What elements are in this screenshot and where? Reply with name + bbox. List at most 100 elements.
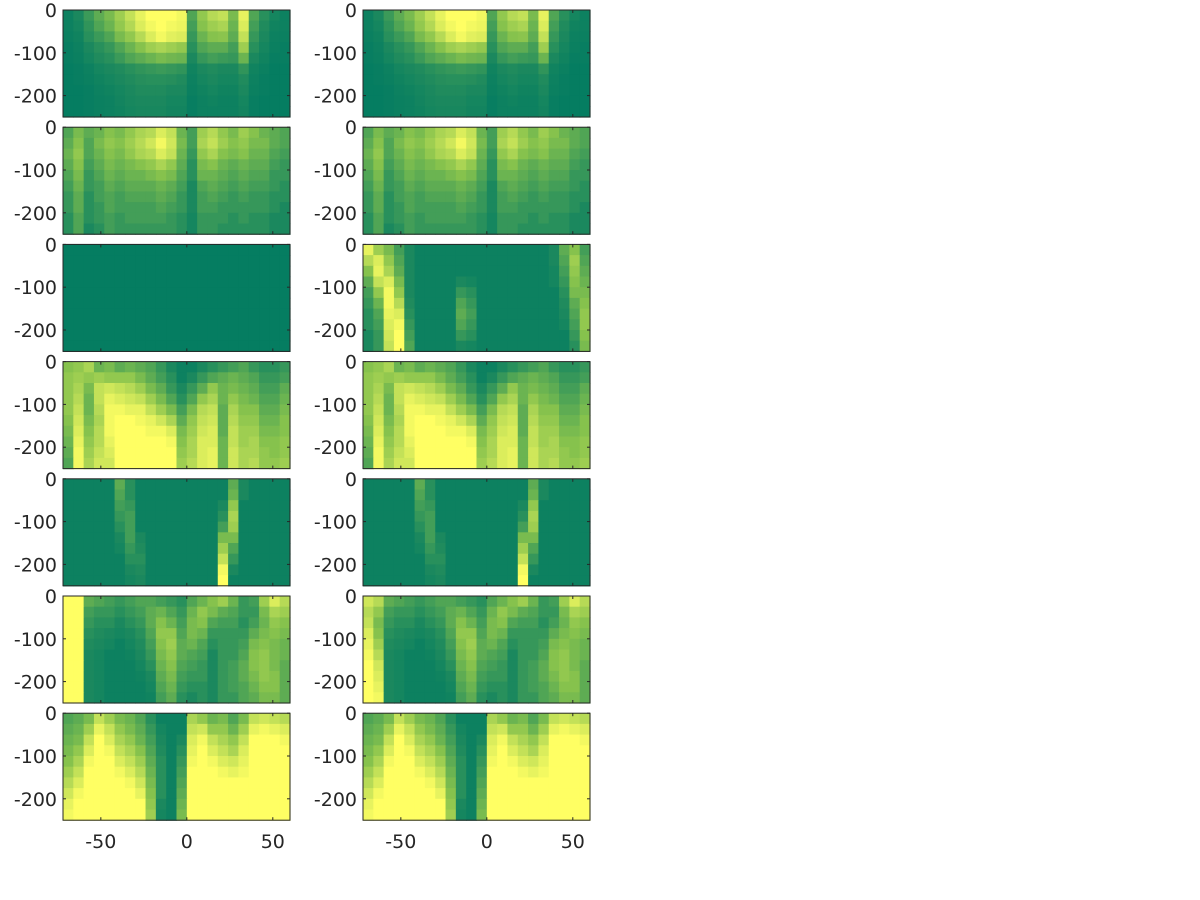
heatmap-cell (476, 244, 488, 256)
heatmap-cell (104, 361, 116, 373)
heatmap-cell (93, 170, 105, 182)
heatmap-cell (114, 404, 126, 416)
heatmap-cell (176, 809, 188, 821)
heatmap-cell (569, 457, 581, 470)
heatmap-cell (124, 148, 136, 160)
heatmap-cell (228, 564, 240, 576)
heatmap-cell (124, 244, 136, 256)
heatmap-cell (517, 223, 529, 235)
heatmap-cell (548, 393, 560, 405)
heatmap-cell (486, 255, 498, 267)
heatmap-cell (207, 596, 219, 608)
heatmap-cell (393, 510, 405, 523)
heatmap-cell (528, 212, 540, 225)
heatmap-cell (269, 372, 281, 384)
heatmap-cell (238, 617, 250, 629)
heatmap-cell (393, 681, 405, 693)
heatmap-cell (393, 265, 405, 278)
heatmap-cell (166, 415, 178, 427)
heatmap-cell (404, 415, 416, 427)
heatmap-cell (93, 383, 105, 395)
heatmap-cell (73, 489, 85, 501)
heatmap-cell (238, 361, 250, 373)
heatmap-cell (207, 287, 219, 299)
heatmap-cell (507, 212, 519, 225)
heatmap-cell (176, 617, 188, 629)
heatmap-cell (476, 798, 488, 811)
y-tick-label: 0 (345, 234, 357, 256)
heatmap-cell (579, 500, 591, 512)
heatmap-cell (445, 723, 457, 736)
heatmap-cell (528, 287, 540, 299)
heatmap-cell (559, 798, 570, 811)
heatmap-cell (476, 638, 488, 651)
heatmap-cell (83, 84, 95, 97)
heatmap-cell (455, 425, 467, 438)
heatmap-cell (538, 798, 550, 811)
heatmap-cell (279, 436, 291, 448)
heatmap-cell (269, 478, 281, 491)
heatmap-cell (83, 553, 95, 565)
heatmap-cell (455, 393, 467, 405)
heatmap-cell (569, 638, 581, 651)
heatmap-cell (63, 489, 74, 501)
heatmap-cell (259, 84, 270, 97)
heatmap-cell (155, 681, 167, 693)
heatmap-cell (104, 127, 116, 139)
heatmap-cell (455, 777, 467, 789)
heatmap-cell (197, 628, 209, 640)
heatmap-cell (145, 788, 157, 800)
heatmap-cell (248, 489, 260, 501)
heatmap-cell (424, 212, 436, 225)
heatmap-cell (507, 308, 519, 320)
heatmap-cell (507, 809, 519, 821)
heatmap-cell (424, 723, 436, 736)
heatmap-cell (414, 244, 426, 256)
heatmap-cell (83, 340, 95, 352)
heatmap-cell (528, 606, 540, 618)
heatmap-cell (155, 478, 167, 491)
heatmap-cell (455, 106, 467, 118)
heatmap-cell (404, 809, 416, 821)
heatmap-cell (104, 457, 116, 470)
heatmap-cell (476, 212, 488, 225)
heatmap-cell (145, 170, 157, 182)
heatmap-cell (114, 713, 126, 725)
heatmap-cell (269, 276, 281, 288)
heatmap-cell (383, 84, 395, 97)
heatmap-cell (383, 606, 395, 618)
heatmap-cell (435, 510, 447, 523)
panel-r1-c1: 0-100-200 (314, 117, 591, 235)
heatmap-cell (476, 692, 488, 704)
heatmap-cell (166, 713, 178, 725)
heatmap-cell (363, 372, 374, 384)
heatmap-cell (507, 106, 519, 118)
heatmap-cell (207, 212, 219, 225)
heatmap-cell (83, 265, 95, 278)
heatmap-cell (217, 510, 229, 523)
heatmap-cell (424, 340, 436, 352)
heatmap-cell (559, 425, 570, 438)
heatmap-cell (548, 20, 560, 32)
heatmap-cell (155, 788, 167, 800)
heatmap-cell (476, 596, 488, 608)
heatmap-cell (186, 777, 198, 789)
heatmap-cell (93, 723, 105, 736)
heatmap-cell (83, 425, 95, 438)
heatmap-cell (455, 457, 467, 470)
heatmap-cell (476, 308, 488, 320)
heatmap-cell (559, 393, 570, 405)
heatmap-cell (228, 713, 240, 725)
panel-r6-c0: 0-100-200-50 0 50 (14, 703, 291, 853)
heatmap-cell (73, 798, 85, 811)
heatmap-cell (548, 596, 560, 608)
heatmap-cell (414, 202, 426, 214)
heatmap-cell (124, 393, 136, 405)
heatmap-cell (548, 265, 560, 278)
heatmap-cell (455, 756, 467, 768)
heatmap-cell (104, 628, 116, 640)
heatmap-cell (259, 564, 270, 576)
heatmap-cell (63, 10, 74, 22)
heatmap-cell (476, 31, 488, 43)
heatmap-cell (104, 10, 116, 22)
